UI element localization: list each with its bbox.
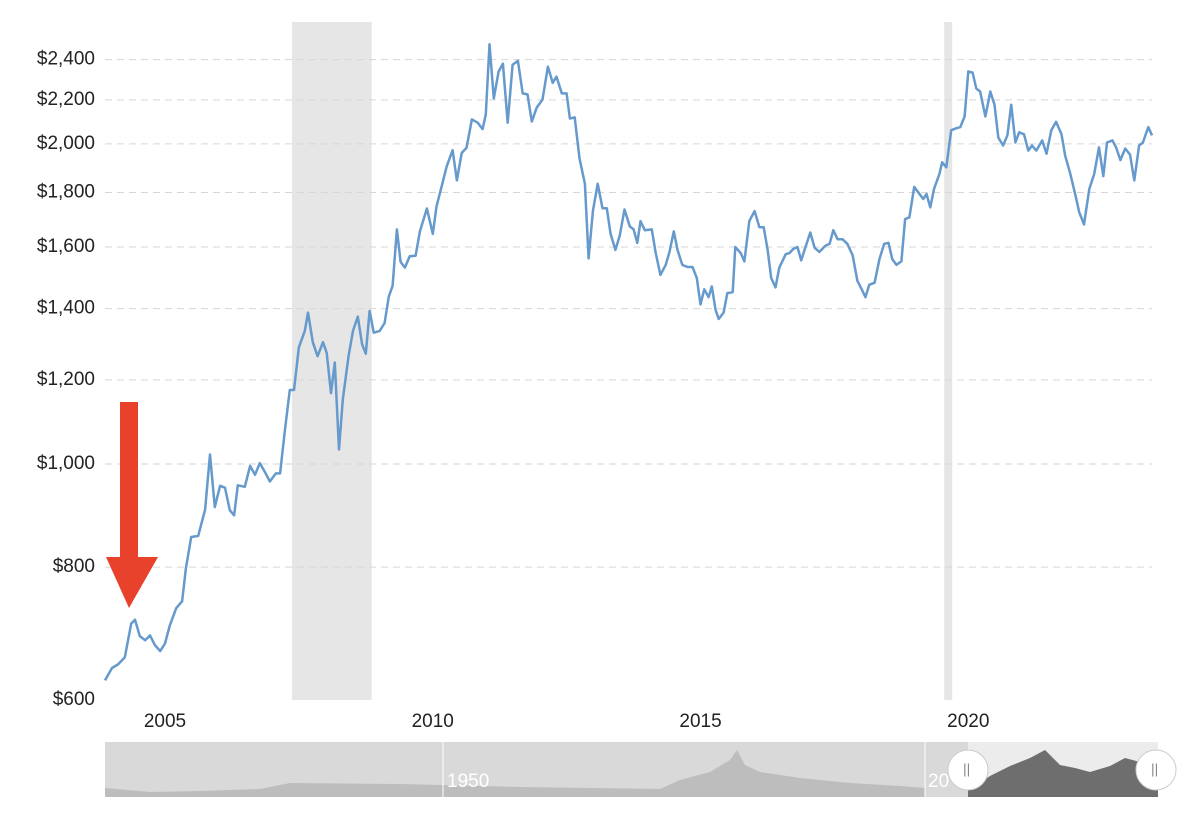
shaded-range <box>944 22 953 700</box>
handle-grip: || <box>963 761 970 777</box>
y-tick-label: $1,600 <box>37 236 95 257</box>
navigator: 1950 20 || || <box>105 742 1177 797</box>
x-tick-label: 2010 <box>412 711 454 732</box>
y-tick-label: $2,200 <box>37 89 95 110</box>
shaded-range <box>291 22 372 700</box>
x-tick-label: 2020 <box>947 711 989 732</box>
navigator-handle[interactable] <box>947 749 989 791</box>
y-tick-label: $1,400 <box>37 298 95 319</box>
navigator-selected-area <box>968 750 1158 797</box>
y-tick-label: $800 <box>53 556 95 577</box>
x-tick-label: 2015 <box>679 711 721 732</box>
y-tick-label: $1,000 <box>37 453 95 474</box>
navigator-area <box>105 750 925 797</box>
shaded-bands <box>291 22 953 700</box>
grid <box>105 59 1152 568</box>
y-tick-label: $1,800 <box>37 182 95 203</box>
y-tick-label: $2,000 <box>37 133 95 154</box>
navigator-label: 20 <box>928 771 949 792</box>
y-tick-label: $2,400 <box>37 49 95 70</box>
y-tick-label: $600 <box>53 689 95 710</box>
navigator-handle[interactable] <box>1135 749 1177 791</box>
annotation-arrow <box>106 402 158 608</box>
x-tick-label: 2005 <box>144 711 186 732</box>
handle-grip: || <box>1151 761 1158 777</box>
navigator-label: 1950 <box>447 771 489 792</box>
y-tick-label: $1,200 <box>37 369 95 390</box>
plot <box>103 43 1154 682</box>
line-series <box>103 43 1154 682</box>
